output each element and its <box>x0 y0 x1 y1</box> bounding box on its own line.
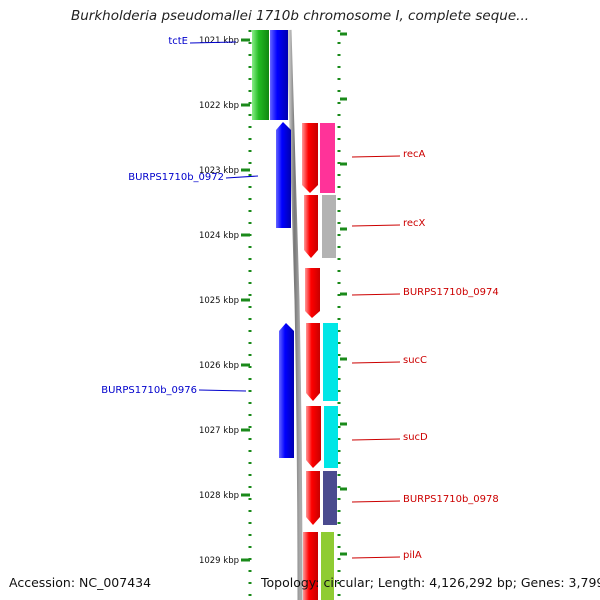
gene-pila-arrow[interactable] <box>303 532 318 600</box>
gene-label-burps1710b_0974[interactable]: BURPS1710b_0974 <box>403 287 499 298</box>
cog-recx-gray <box>322 195 336 258</box>
gene-sucd-arrow[interactable] <box>306 406 321 468</box>
gene-label-leader <box>351 155 401 158</box>
ruler-tick-label: 1023 kbp <box>199 166 239 176</box>
ruler-tick-label: 1025 kbp <box>199 296 239 306</box>
cog-succ-cyan <box>323 323 338 401</box>
gene-tcte-bar[interactable] <box>270 30 288 120</box>
gene-label-reca[interactable]: recA <box>403 149 426 160</box>
gene-label-leader <box>351 438 401 441</box>
cog-reca-pink <box>320 123 335 193</box>
right-gene-labels: recA recX BURPS1710b_0974 sucC sucD BURPS1710… <box>351 149 499 561</box>
gene-burps1710b-0976-arrow[interactable] <box>279 323 294 458</box>
topology-label: Topology: circular; Length: 4,126,292 bp… <box>261 575 600 590</box>
gene-label-leader <box>198 389 247 392</box>
gene-label-burps1710b_0976[interactable]: BURPS1710b_0976 <box>101 385 197 396</box>
position-ruler: 1021 kbp 1022 kbp 1023 kbp 1024 kbp 1025 kbp… <box>199 32 347 566</box>
ruler-tick-label: 1026 kbp <box>199 361 239 371</box>
gene-label-tcte[interactable]: tctE <box>168 36 188 47</box>
left-gene-labels: tctE BURPS1710b_0972 BURPS1710b_0976 <box>101 36 259 396</box>
cog-pila-green <box>321 532 334 600</box>
ruler-tick-label: 1021 kbp <box>199 36 239 46</box>
ruler-tick-label: 1029 kbp <box>199 556 239 566</box>
gene-burps1710b-0974-arrow[interactable] <box>305 268 320 318</box>
ruler-tick-label: 1024 kbp <box>199 231 239 241</box>
gene-label-leader <box>351 556 401 559</box>
gene-label-succ[interactable]: sucC <box>403 355 427 366</box>
gene-label-pila[interactable]: pilA <box>403 550 422 561</box>
gene-label-burps1710b_0972[interactable]: BURPS1710b_0972 <box>128 172 224 183</box>
ruler-tick-label: 1028 kbp <box>199 491 239 501</box>
gene-label-sucd[interactable]: sucD <box>403 432 428 443</box>
ruler-tick-label: 1022 kbp <box>199 101 239 111</box>
gene-succ-arrow[interactable] <box>306 323 320 401</box>
gene-label-recx[interactable]: recX <box>403 218 426 229</box>
genome-backbone <box>286 29 303 600</box>
map-title: Burkholderia pseudomallei 1710b chromoso… <box>70 8 530 24</box>
cog-0978-navy <box>323 471 337 525</box>
gene-label-leader <box>189 41 237 44</box>
gene-label-leader <box>351 361 401 364</box>
gene-recx-arrow[interactable] <box>304 195 318 258</box>
gc-green-bar <box>252 30 269 120</box>
gene-label-burps1710b_0978[interactable]: BURPS1710b_0978 <box>403 494 499 505</box>
gene-label-leader <box>351 293 401 296</box>
gene-burps1710b-0972-arrow[interactable] <box>276 122 291 228</box>
gene-label-leader <box>225 175 259 179</box>
ruler-tick-label: 1027 kbp <box>199 426 239 436</box>
gene-reca-arrow[interactable] <box>302 123 318 193</box>
gene-burps1710b-0978-arrow[interactable] <box>306 471 320 525</box>
gene-label-leader <box>351 224 401 227</box>
accession-label: Accession: NC_007434 <box>9 575 152 590</box>
gene-label-leader <box>351 500 401 503</box>
cog-sucd-cyan <box>324 406 338 468</box>
